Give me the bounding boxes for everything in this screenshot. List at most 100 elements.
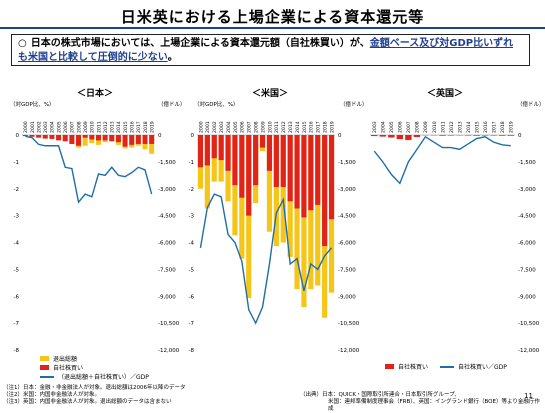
us-bar-buyback: [329, 135, 334, 219]
note-1: （注1）日本：金融・非金融法人が対象。退出総額は2006年以降のデータ: [3, 385, 186, 392]
us-x-tick-label: 2000: [198, 121, 204, 133]
us-bar-exit: [294, 135, 299, 289]
legend-swatch-uk-ratio: [440, 366, 454, 368]
us-right-tick-label: -1,500: [338, 160, 356, 166]
us-x-tick-label: 2017: [316, 121, 322, 133]
us-left-tick-label: -3: [189, 214, 195, 220]
us-x-tick-label: 2011: [274, 121, 280, 133]
us-ratio-line: [200, 194, 331, 323]
legend-label-exit: 退出総額: [53, 354, 77, 363]
uk-bar-buyback: [490, 135, 496, 136]
japan-right-unit: （億ドル）: [158, 100, 186, 108]
us-x-tick-label: 2010: [267, 121, 273, 133]
us-x-tick-label: 2013: [288, 121, 294, 133]
us-bar-exit: [288, 135, 293, 257]
japan-right-tick-label: -1,500: [158, 160, 176, 166]
uk-x-tick-label: 2011: [440, 121, 446, 133]
japan-bar-exit: [69, 135, 74, 144]
japan-x-tick-label: 2003: [43, 121, 49, 133]
us-left-tick-label: -5: [189, 267, 195, 273]
us-bar-buyback: [239, 135, 244, 198]
japan-bar-buyback: [36, 135, 41, 138]
japan-left-tick-label: -6: [14, 294, 20, 300]
japan-x-tick-label: 2017: [136, 121, 142, 133]
summary-box: ○日本の株式市場においては、上場企業による資本還元額（自社株買い）が、金額ベース…: [11, 34, 530, 66]
japan-bar-buyback: [89, 135, 94, 139]
japan-x-tick-label: 2012: [103, 121, 109, 133]
japan-right-tick-label: -3,000: [158, 187, 176, 193]
uk-bar-buyback: [388, 135, 394, 138]
us-bar-buyback: [232, 135, 237, 185]
us-left-tick-label: -1: [189, 160, 194, 166]
uk-x-tick-label: 2017: [491, 121, 497, 133]
note-3: （注3）英国：内国非金融法人が対象。退出総額のデータは含まない: [3, 399, 186, 406]
japan-x-tick-label: 2005: [56, 121, 62, 133]
us-bar-buyback: [274, 135, 279, 187]
uk-right-tick-label: -10,500: [518, 321, 540, 327]
us-x-tick-label: 2001: [205, 121, 211, 133]
japan-bar-buyback: [129, 135, 134, 145]
japan-x-tick-label: 2008: [76, 121, 82, 133]
us-bar-exit: [246, 135, 251, 298]
uk-right-tick-label: -4,500: [518, 214, 536, 220]
legend-label-uk-ratio: 自社株買い／GDP: [458, 362, 507, 371]
uk-right-tick-label: -3,000: [518, 187, 536, 193]
us-x-tick-label: 2007: [247, 121, 253, 133]
uk-x-tick-label: 2009: [423, 121, 429, 133]
japan-bar-buyback: [123, 135, 128, 147]
us-bar-buyback: [219, 135, 224, 160]
japan-bar-exit: [129, 135, 134, 148]
japan-left-tick-label: -1: [14, 160, 19, 166]
uk-right-tick-label: -9,000: [518, 294, 536, 300]
uk-bar-buyback: [499, 135, 505, 136]
us-left-unit: （対GDP比、%）: [194, 100, 239, 108]
page-number: 11: [524, 392, 533, 400]
us-bar-buyback: [212, 135, 217, 158]
japan-panel-title: ＜日本＞: [55, 86, 135, 99]
legend-swatch-exit: [40, 356, 49, 361]
uk-x-tick-label: 2005: [389, 121, 395, 133]
japan-bar-buyback: [56, 135, 61, 140]
us-x-tick-label: 2005: [233, 121, 239, 133]
us-left-tick-label: -2: [189, 187, 194, 193]
japan-bar-exit: [83, 135, 88, 146]
us-right-tick-label: -12,000: [338, 348, 360, 354]
us-x-tick-label: 2009: [260, 121, 266, 133]
notes-left: （注1）日本：金融・非金融法人が対象。退出総額は2006年以降のデータ （注2）…: [3, 385, 186, 406]
japan-right-tick-label: -12,000: [158, 348, 180, 354]
uk-bar-buyback: [439, 135, 445, 136]
legend-label-buyback: 自社株買い: [53, 363, 83, 372]
japan-x-tick-label: 2007: [70, 121, 76, 133]
us-left-tick-label: 0: [191, 133, 195, 139]
japan-ratio-line: [25, 136, 151, 202]
japan-left-tick-label: -8: [14, 348, 20, 354]
uk-x-tick-label: 2013: [457, 121, 463, 133]
legend-item-exit: 退出総額: [40, 354, 149, 363]
japan-x-tick-label: 2013: [110, 121, 116, 133]
legend-swatch-buyback: [40, 365, 49, 370]
japan-x-tick-label: 2010: [90, 121, 96, 133]
us-x-tick-label: 2012: [281, 121, 287, 133]
uk-bar-buyback: [405, 135, 411, 140]
us-x-tick-label: 2003: [219, 121, 225, 133]
japan-right-tick-label: -9,000: [158, 294, 176, 300]
uk-right-tick-label: -6,000: [518, 241, 536, 247]
uk-x-tick-label: 2019: [509, 121, 515, 133]
uk-x-tick-label: 2006: [398, 121, 404, 133]
us-x-tick-label: 2006: [240, 121, 246, 133]
us-bar-exit: [281, 135, 286, 243]
us-right-unit: （億ドル）: [340, 100, 368, 108]
japan-left-tick-label: -7: [14, 321, 20, 327]
us-bar-exit: [253, 135, 258, 203]
us-right-tick-label: 0: [338, 133, 342, 139]
japan-bar-buyback: [63, 135, 68, 141]
us-left-tick-label: -8: [189, 348, 195, 354]
legend-left: 退出総額 自社株買い （退出総額＋自社株買い）／GDP: [40, 354, 149, 381]
uk-right-tick-label: -1,500: [518, 160, 536, 166]
uk-bar-buyback: [482, 135, 488, 136]
us-bar-exit: [267, 135, 272, 232]
japan-x-tick-label: 2011: [96, 121, 102, 133]
uk-bar-buyback: [465, 135, 471, 136]
japan-bar-exit: [109, 135, 114, 141]
us-bar-buyback: [294, 135, 299, 208]
